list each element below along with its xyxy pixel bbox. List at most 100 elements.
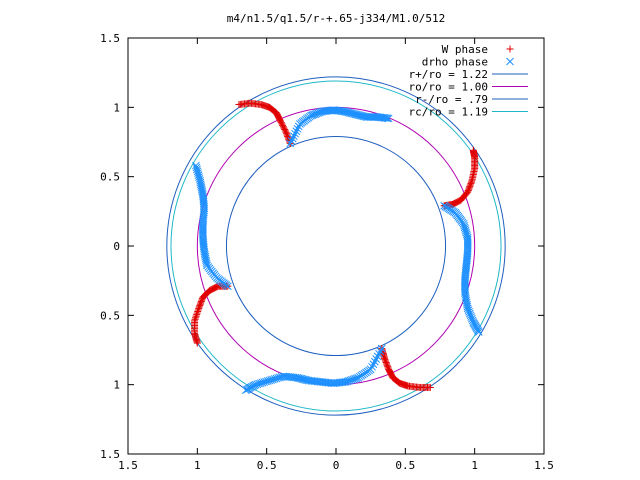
legend-label: r-/ro = .79 — [415, 93, 488, 106]
point-d2 — [291, 129, 299, 138]
y-tick-label: 1 — [113, 101, 120, 114]
point-d2 — [194, 169, 202, 178]
ref-circle-0 — [166, 76, 506, 416]
arm-2 — [191, 282, 232, 347]
point — [292, 127, 301, 136]
legend-label: drho phase — [422, 56, 488, 69]
point-d2 — [461, 270, 470, 278]
y-tick-label: 1.5 — [100, 32, 120, 45]
legend-label: ro/ro = 1.00 — [409, 81, 488, 94]
legend-label: rc/ro = 1.19 — [409, 106, 488, 119]
point-d2 — [463, 249, 472, 258]
arm-0 — [286, 106, 393, 148]
ref-circle-2 — [225, 135, 447, 357]
x-tick-label: 1 — [471, 459, 478, 472]
legend-label: r+/ro = 1.22 — [409, 68, 488, 81]
arm-1 — [440, 201, 483, 336]
point-d2 — [281, 372, 289, 381]
point-d2 — [193, 165, 201, 174]
point — [314, 109, 322, 117]
point-d2 — [311, 110, 320, 118]
point-d2 — [286, 139, 295, 148]
point-d2 — [465, 309, 474, 318]
point — [307, 111, 315, 120]
point — [291, 129, 299, 138]
legend-marker — [506, 45, 514, 53]
point — [474, 328, 483, 336]
point-d2 — [463, 304, 472, 313]
point-d2 — [293, 124, 302, 133]
point — [288, 134, 297, 143]
point — [194, 306, 202, 314]
point-d2 — [462, 258, 471, 266]
point-d2 — [196, 176, 204, 185]
point-d2 — [307, 111, 315, 120]
x-tick-label: 1 — [194, 459, 201, 472]
point-d2 — [242, 386, 250, 395]
point-d2 — [288, 134, 297, 143]
point-d2 — [382, 114, 390, 122]
point-d2 — [460, 223, 469, 232]
point-d2 — [461, 225, 469, 233]
data-points — [191, 99, 483, 395]
point — [343, 377, 352, 386]
point-d2 — [462, 263, 471, 272]
point-d2 — [463, 251, 472, 259]
x-tick-label: 0.5 — [395, 459, 415, 472]
point-d2 — [462, 265, 470, 273]
point — [311, 110, 320, 118]
point-d2 — [461, 268, 470, 277]
point — [384, 114, 393, 123]
point-d2 — [460, 221, 468, 230]
point — [290, 132, 298, 140]
axis-ticks: 1.5 1 0.5 0 0.5 1 1.51.510.500.511.5 — [100, 32, 554, 472]
point-d2 — [463, 252, 472, 261]
point-d2 — [195, 173, 203, 181]
point — [192, 163, 201, 172]
point-d2 — [380, 114, 389, 122]
point-d2 — [464, 306, 473, 314]
ref-circle-3 — [170, 80, 502, 412]
reference-circles — [166, 76, 506, 416]
point-d2 — [466, 311, 475, 320]
point — [309, 110, 318, 119]
legend-marker — [506, 57, 514, 66]
point — [192, 314, 200, 322]
point-d2 — [312, 109, 321, 118]
point-d2 — [462, 261, 471, 270]
point-d2 — [467, 313, 476, 321]
point — [287, 137, 296, 145]
point — [192, 161, 200, 170]
x-tick-label: 0.5 — [257, 459, 277, 472]
point-d2 — [309, 110, 318, 119]
point-d2 — [463, 256, 471, 265]
point — [308, 111, 317, 119]
y-tick-label: 0.5 — [100, 171, 120, 184]
point-d2 — [287, 137, 296, 145]
series-drho-phase — [192, 106, 483, 395]
point-d2 — [290, 132, 298, 140]
point-d2 — [193, 167, 202, 176]
point-d2 — [192, 161, 200, 170]
point-d2 — [343, 377, 352, 386]
point — [191, 315, 199, 323]
point-d2 — [463, 247, 472, 256]
point-d2 — [468, 316, 477, 325]
y-tick-label: 1.5 — [100, 448, 120, 461]
x-tick-label: 1.5 — [534, 459, 554, 472]
point — [286, 139, 295, 148]
point-d2 — [463, 302, 472, 311]
point — [191, 317, 199, 325]
point-d2 — [383, 114, 392, 123]
point — [194, 308, 202, 316]
point-d2 — [474, 328, 483, 336]
point-d2 — [462, 228, 471, 237]
ref-circle-1 — [196, 106, 476, 386]
point-d2 — [468, 314, 476, 323]
point — [383, 114, 392, 123]
point — [193, 309, 201, 317]
point-d2 — [461, 271, 470, 280]
point-d2 — [463, 245, 472, 254]
